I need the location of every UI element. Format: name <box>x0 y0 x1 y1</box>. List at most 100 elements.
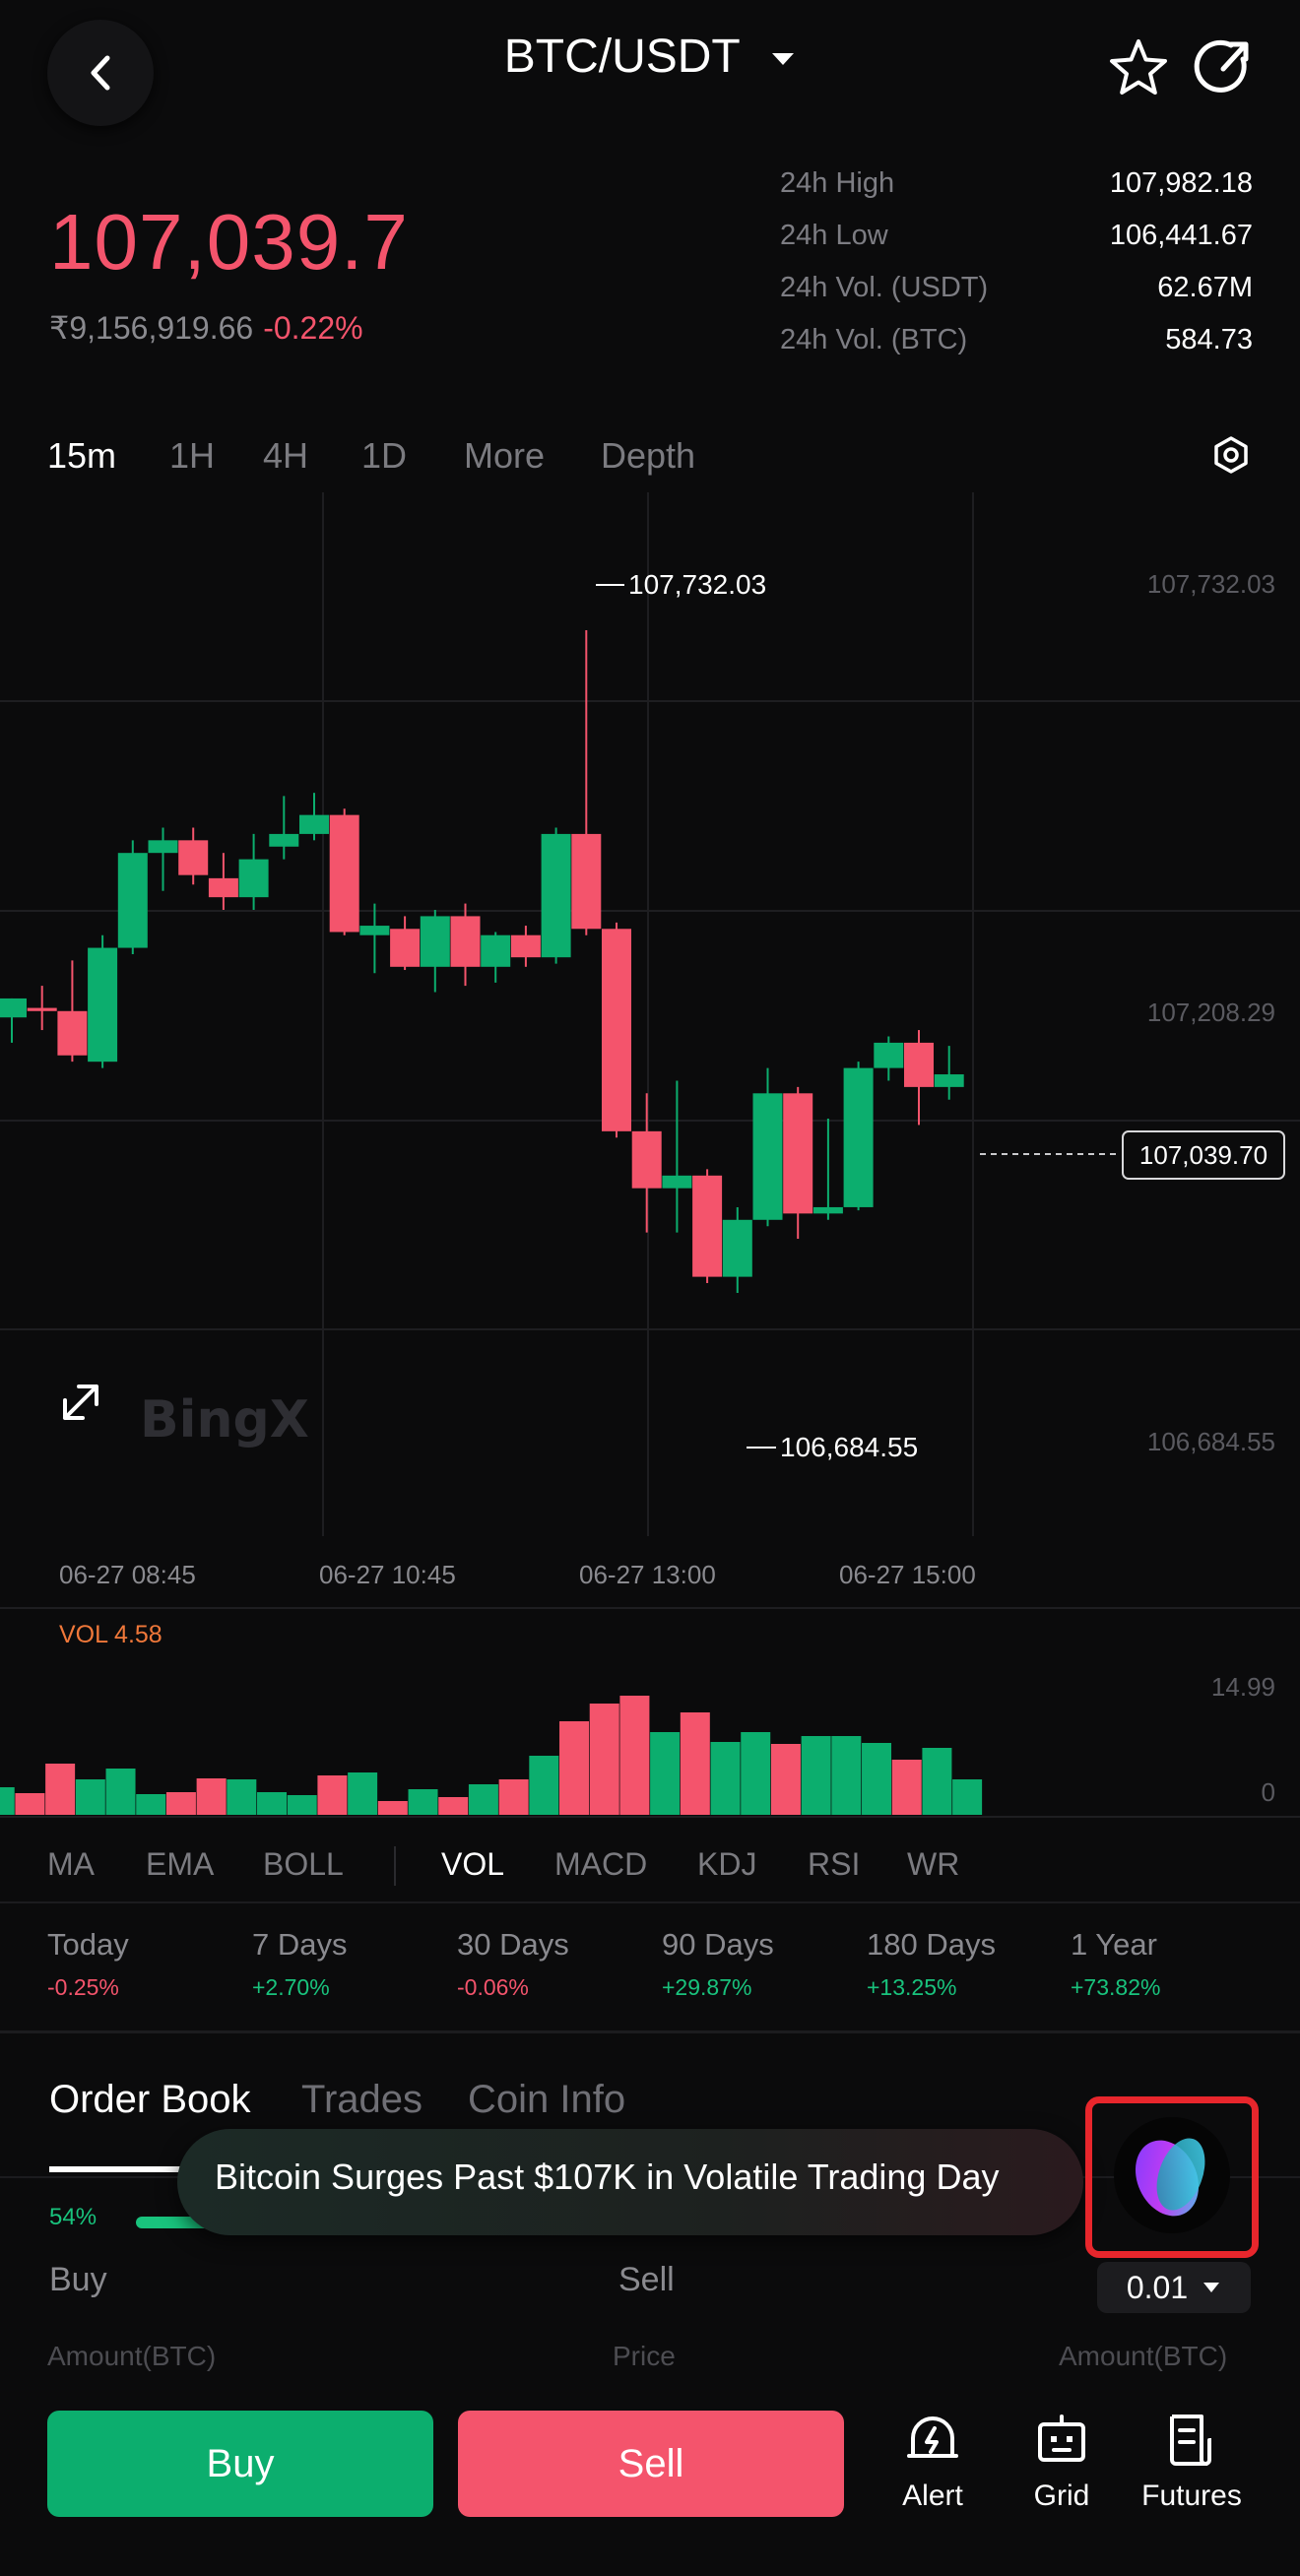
stat-value: 106,441.67 <box>1109 220 1253 251</box>
stat-row: 24h Low 106,441.67 <box>780 220 1253 272</box>
price-chart[interactable]: 107,732.03 107,208.29 106,684.55 107,732… <box>0 492 1300 1822</box>
tab-order-book[interactable]: Order Book <box>49 2078 251 2121</box>
indicator-wr[interactable]: WR <box>907 1846 960 1882</box>
column-header-amount: Amount(BTC) <box>1059 2341 1228 2371</box>
indicator-kdj[interactable]: KDJ <box>697 1846 757 1882</box>
y-axis-label: 106,684.55 <box>1147 1427 1275 1456</box>
order-book-tabs: Order Book Trades Coin Info <box>0 2068 1300 2157</box>
tab-coin-info[interactable]: Coin Info <box>468 2078 626 2121</box>
grid-bot-icon <box>1038 2415 1085 2462</box>
chevron-left-icon <box>91 55 110 91</box>
x-axis-label: 06-27 13:00 <box>579 1560 716 1589</box>
sell-button[interactable]: Sell <box>458 2411 844 2517</box>
pair-selector[interactable]: BTC/USDT <box>0 30 1300 84</box>
alert-bell-icon <box>907 2416 958 2458</box>
indicator-boll[interactable]: BOLL <box>263 1846 344 1882</box>
ai-assistant-highlight <box>1085 2096 1259 2258</box>
candle-body <box>662 1175 692 1189</box>
back-button[interactable] <box>47 20 154 126</box>
chart-settings-icon[interactable] <box>1211 435 1251 475</box>
volume-bar <box>922 1748 952 1815</box>
performance-item: Today -0.25% <box>47 1927 129 2001</box>
stat-value: 107,982.18 <box>1109 167 1253 199</box>
buy-button[interactable]: Buy <box>47 2411 433 2517</box>
volume-bar <box>589 1704 619 1815</box>
volume-bar <box>75 1779 105 1815</box>
column-header-price: Price <box>613 2341 676 2371</box>
candle-body <box>541 833 571 958</box>
candle-body <box>359 926 390 935</box>
ai-orb-icon <box>1135 2138 1205 2217</box>
indicator-macd[interactable]: MACD <box>554 1846 648 1882</box>
tab-trades[interactable]: Trades <box>301 2078 423 2121</box>
indicator-divider <box>394 1846 396 1886</box>
timeframe-15m[interactable]: 15m <box>47 435 117 476</box>
volume-bar <box>348 1772 378 1815</box>
indicator-rsi[interactable]: RSI <box>808 1846 861 1882</box>
timeframe-1h[interactable]: 1H <box>169 435 216 476</box>
volume-bar <box>227 1779 257 1815</box>
stat-row: 24h Vol. (BTC) 584.73 <box>780 324 1253 376</box>
expand-chart-icon[interactable] <box>63 1385 98 1420</box>
stat-row: 24h High 107,982.18 <box>780 167 1253 220</box>
volume-bar <box>0 1787 15 1815</box>
performance-period: 7 Days <box>252 1927 348 1962</box>
candle-body <box>329 814 359 933</box>
indicator-vol[interactable]: VOL <box>441 1846 505 1882</box>
candle-body <box>510 934 541 958</box>
nav-futures-label: Futures <box>1141 2479 1242 2512</box>
share-icon[interactable] <box>1192 35 1255 98</box>
news-toast[interactable]: Bitcoin Surges Past $107K in Volatile Tr… <box>177 2129 1083 2235</box>
column-header-amount: Amount(BTC) <box>47 2341 217 2371</box>
high-marker-label: 107,732.03 <box>628 569 766 600</box>
candle-body <box>481 934 511 967</box>
volume-bar <box>408 1789 438 1815</box>
volume-bar <box>317 1775 348 1815</box>
star-icon[interactable] <box>1108 37 1169 98</box>
price-change: -0.22% <box>263 310 363 346</box>
candle-body <box>692 1175 723 1277</box>
candle-body <box>843 1067 874 1207</box>
precision-selector[interactable]: 0.01 <box>1097 2262 1251 2313</box>
candle-body <box>722 1219 752 1277</box>
candle-body <box>148 840 178 854</box>
volume-bar <box>377 1801 408 1815</box>
header: BTC/USDT <box>0 0 1300 138</box>
candle-body <box>934 1074 964 1087</box>
candle-body <box>27 1007 57 1011</box>
last-price: 107,039.7 <box>49 198 409 286</box>
volume-bar <box>287 1795 317 1815</box>
bottom-action-bar: Buy Sell Alert Grid Futures <box>0 2383 1300 2576</box>
volume-bar <box>559 1721 590 1815</box>
nav-alert[interactable]: Alert <box>869 2411 997 2513</box>
candle-body <box>874 1042 904 1068</box>
indicator-ema[interactable]: EMA <box>146 1846 215 1882</box>
volume-label: VOL 4.58 <box>59 1621 162 1648</box>
nav-grid[interactable]: Grid <box>998 2411 1126 2513</box>
candle-body <box>450 916 481 967</box>
ai-assistant-button[interactable] <box>1114 2117 1230 2233</box>
candle-body <box>238 859 269 898</box>
volume-bar <box>165 1792 196 1815</box>
volume-bar <box>831 1736 862 1815</box>
volume-bar <box>891 1760 922 1815</box>
performance-change: -0.06% <box>457 1974 529 2000</box>
candle-body <box>0 998 27 1018</box>
performance-item: 180 Days +13.25% <box>867 1927 996 2001</box>
performance-change: +29.87% <box>662 1974 752 2000</box>
timeframe-more[interactable]: More <box>464 435 546 476</box>
stat-value: 584.73 <box>1165 324 1253 355</box>
volume-axis-max: 14.99 <box>1211 1672 1275 1702</box>
precision-value: 0.01 <box>1126 2269 1189 2305</box>
fiat-price-line: ₹9,156,919.66 -0.22% <box>49 309 409 347</box>
nav-futures[interactable]: Futures <box>1128 2411 1256 2513</box>
timeframe-1d[interactable]: 1D <box>361 435 408 476</box>
order-book-side-labels: Buy Sell <box>0 2261 1300 2310</box>
timeframe-depth[interactable]: Depth <box>601 435 696 476</box>
current-price-tag <box>1122 1130 1285 1180</box>
timeframe-4h[interactable]: 4H <box>263 435 309 476</box>
indicator-tabs: MA EMA BOLL VOL MACD KDJ RSI WR <box>0 1827 1300 1903</box>
bingx-watermark: BingX <box>140 1390 309 1449</box>
indicator-ma[interactable]: MA <box>47 1846 95 1882</box>
volume-bar <box>801 1736 831 1815</box>
